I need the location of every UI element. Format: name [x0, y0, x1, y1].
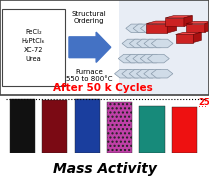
Bar	[139, 106, 164, 153]
Bar	[107, 102, 132, 153]
Bar	[75, 99, 100, 153]
Polygon shape	[186, 21, 209, 24]
Polygon shape	[205, 21, 209, 32]
Polygon shape	[184, 16, 192, 26]
Text: Structural
Ordering: Structural Ordering	[71, 11, 106, 23]
Polygon shape	[165, 16, 192, 18]
Polygon shape	[186, 24, 205, 32]
Bar	[10, 99, 35, 153]
Polygon shape	[193, 32, 201, 43]
FancyBboxPatch shape	[119, 0, 209, 94]
Polygon shape	[146, 24, 167, 33]
FancyBboxPatch shape	[2, 9, 65, 86]
Text: FeCl₂
H₂PtCl₆
XC-72
Urea: FeCl₂ H₂PtCl₆ XC-72 Urea	[22, 29, 45, 62]
Text: 25.9%: 25.9%	[198, 98, 209, 107]
FancyArrow shape	[69, 32, 111, 62]
Text: Mass Activity: Mass Activity	[52, 162, 157, 176]
Polygon shape	[146, 21, 177, 24]
Text: ···: ···	[199, 102, 208, 112]
Bar	[42, 100, 68, 153]
Polygon shape	[167, 21, 177, 33]
Polygon shape	[176, 32, 201, 35]
Polygon shape	[176, 35, 193, 43]
Polygon shape	[165, 18, 184, 26]
Text: After 50 k Cycles: After 50 k Cycles	[54, 83, 153, 93]
Text: Furnace
550 to 800°C: Furnace 550 to 800°C	[66, 69, 112, 82]
Bar	[172, 107, 197, 153]
